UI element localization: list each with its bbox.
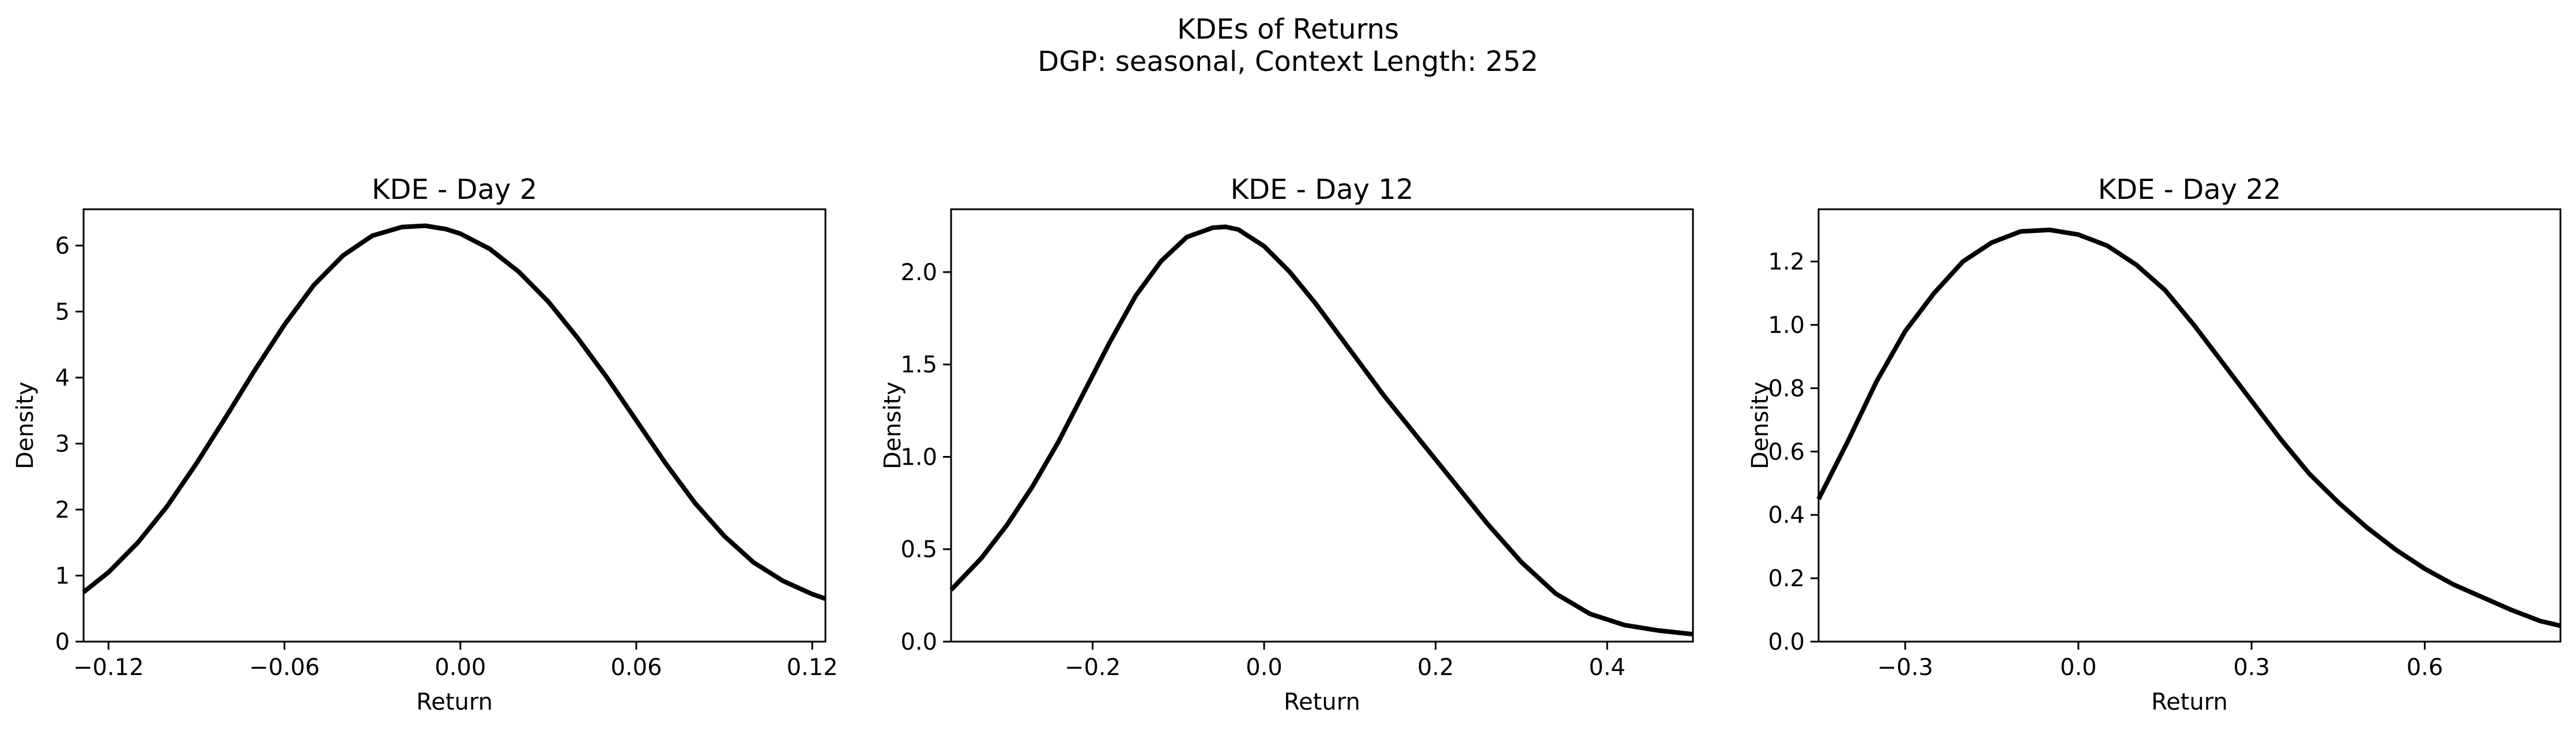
x-tick-label: −0.06 xyxy=(249,654,320,681)
x-tick-label: 0.6 xyxy=(2407,654,2443,681)
y-tick-label: 2.0 xyxy=(900,259,937,286)
y-tick-label: 5 xyxy=(55,299,70,325)
subplot-title: KDE - Day 2 xyxy=(372,174,537,206)
kde-line xyxy=(949,224,1694,637)
subplot-3: KDE - Day 22 −0.3 0.0 0.3 0.6 0.0 0.2 0.4 0.6 0.8… xyxy=(1747,174,2562,715)
subplot-title: KDE - Day 12 xyxy=(1231,174,1414,206)
subplot-title: KDE - Day 22 xyxy=(2098,174,2281,206)
y-axis-label: Density xyxy=(880,382,906,469)
subplot-2: KDE - Day 12 −0.2 0.0 0.2 0.4 0.0 0.5 1.0 1.5 2.0… xyxy=(880,174,1694,715)
figure-title: KDEs of Returns xyxy=(1177,13,1399,46)
y-axis-label: Density xyxy=(1747,382,1774,469)
y-tick-label: 0.8 xyxy=(1768,375,1805,402)
axes-frame xyxy=(82,208,827,643)
y-tick-label: 4 xyxy=(55,365,70,391)
x-tick-label: 0.0 xyxy=(1246,654,1283,681)
x-tick-label: 0.2 xyxy=(1417,654,1454,681)
subplot-1: KDE - Day 2 −0.12 −0.06 0.00 0.06 0.12 0 1 2 3 4 5 6… xyxy=(12,174,838,715)
y-tick-label: 1 xyxy=(55,563,70,589)
y-tick-label: 0.6 xyxy=(1768,439,1805,465)
y-tick-label: 1.0 xyxy=(1768,312,1805,339)
y-tick-label: 0.0 xyxy=(1768,629,1805,655)
figure-subtitle: DGP: seasonal, Context Length: 252 xyxy=(1038,46,1538,78)
y-tick-label: 0.5 xyxy=(900,537,937,563)
x-tick-label: −0.3 xyxy=(1877,654,1933,681)
x-tick-label: 0.06 xyxy=(610,654,662,681)
x-tick-label: 0.00 xyxy=(435,654,486,681)
y-tick-label: 0 xyxy=(55,629,70,655)
kde-line xyxy=(82,223,827,601)
y-tick-label: 0.4 xyxy=(1768,502,1805,529)
y-tick-label: 1.2 xyxy=(1768,249,1805,276)
x-tick-label: 0.12 xyxy=(787,654,838,681)
kde-line xyxy=(1816,227,2561,628)
y-tick-label: 1.5 xyxy=(900,352,937,378)
y-tick-label: 1.0 xyxy=(900,444,937,470)
x-tick-label: −0.2 xyxy=(1065,654,1121,681)
y-axis-label: Density xyxy=(12,382,39,469)
y-tick-label: 3 xyxy=(55,431,70,457)
x-tick-label: 0.0 xyxy=(2060,654,2097,681)
axes-frame xyxy=(1817,208,2562,643)
y-tick-label: 0.2 xyxy=(1768,566,1805,592)
x-axis-label: Return xyxy=(1284,689,1360,715)
x-axis-label: Return xyxy=(2151,689,2228,715)
y-tick-label: 2 xyxy=(55,497,70,523)
x-axis-label: Return xyxy=(416,689,493,715)
y-tick-label: 6 xyxy=(55,233,70,259)
y-tick-label: 0.0 xyxy=(900,629,937,655)
x-tick-label: −0.12 xyxy=(73,654,144,681)
axes-frame xyxy=(950,208,1694,643)
x-tick-label: 0.3 xyxy=(2233,654,2270,681)
x-tick-label: 0.4 xyxy=(1589,654,1625,681)
